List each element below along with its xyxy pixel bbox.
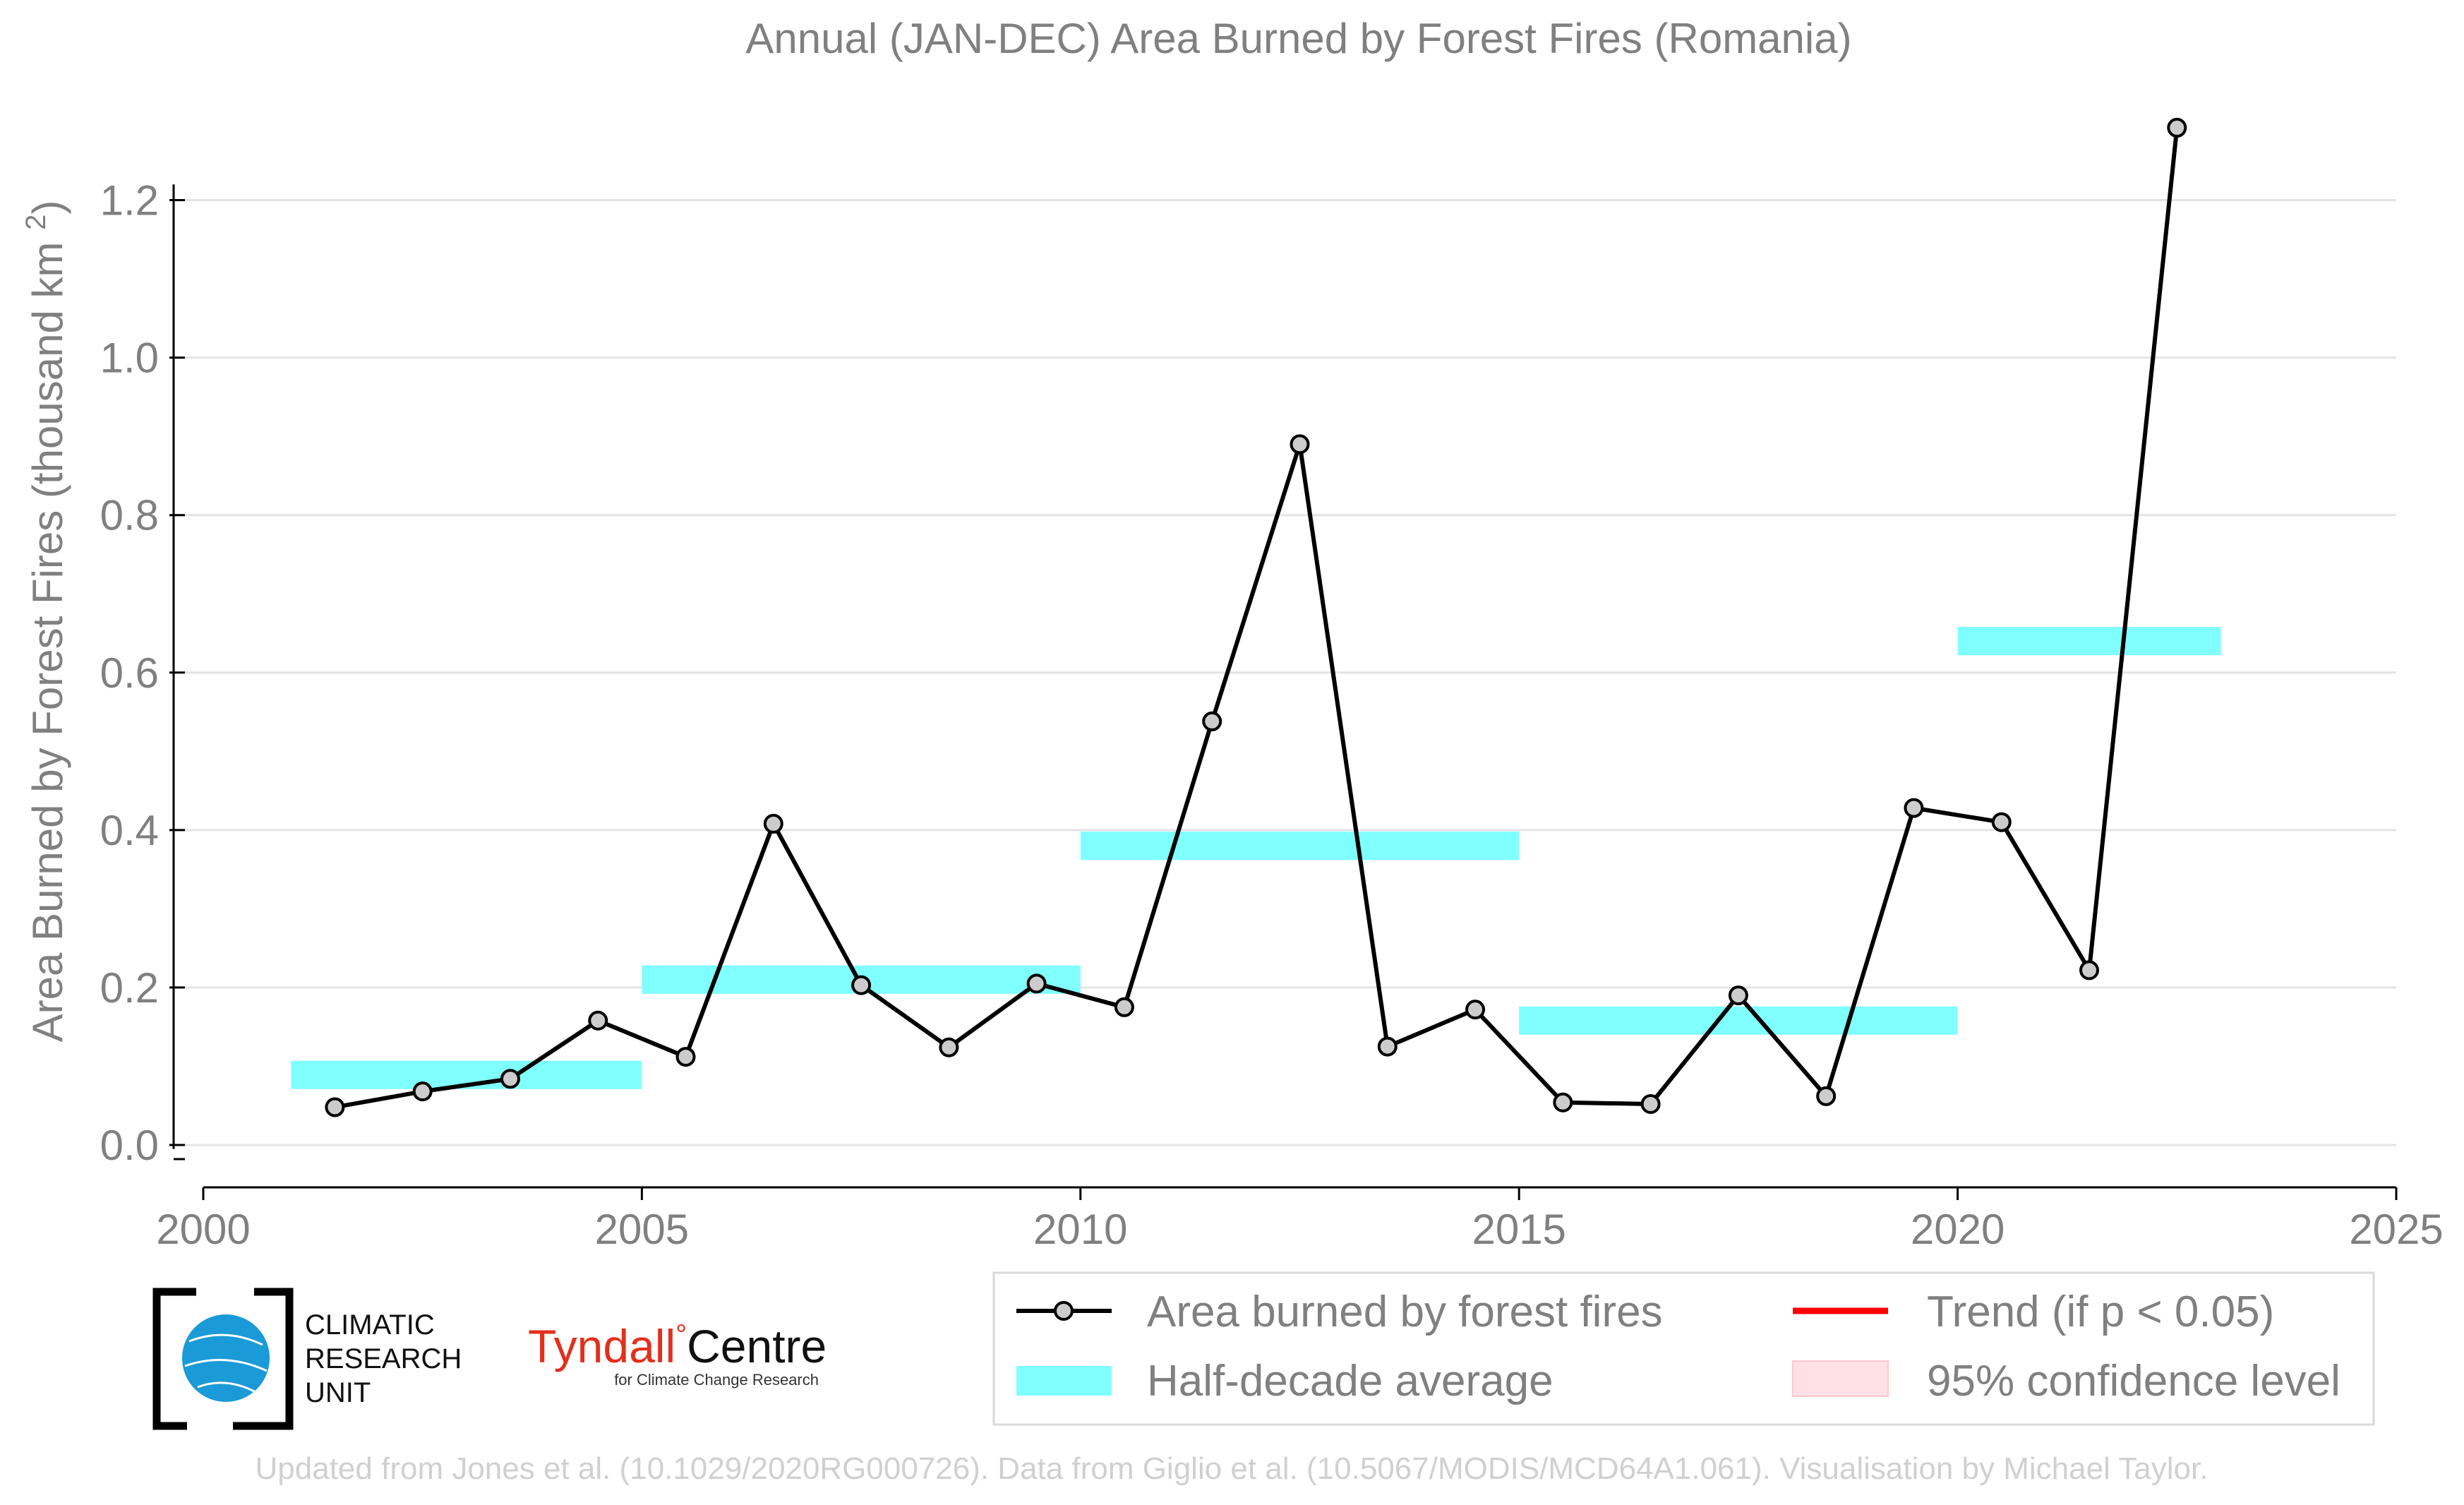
- half-decade-bar: [1957, 627, 2221, 656]
- data-point: [1991, 812, 2012, 832]
- cru-logo: CLIMATIC RESEARCH UNIT: [152, 1288, 462, 1430]
- data-point: [1114, 997, 1134, 1017]
- half-decade-average-bars: [291, 627, 2221, 1089]
- data-point: [1290, 434, 1310, 455]
- tyndall-wordmark: Tyndall°Centre: [528, 1319, 827, 1372]
- legend: Area burned by forest fires Trend (if p …: [992, 1271, 2375, 1426]
- data-point: [1465, 1000, 1486, 1020]
- y-axis-label-tail: ): [24, 200, 71, 215]
- series-line: [334, 127, 2180, 1110]
- tyndall-word: Tyndall: [528, 1320, 675, 1372]
- data-point: [851, 975, 872, 995]
- half-decade-bar: [1080, 832, 1520, 861]
- legend-label-area-burned: Area burned by forest fires: [1147, 1288, 1663, 1336]
- y-axis-ticks: 0.0 0.2 0.4 0.6 0.8 1.0 1.2: [100, 177, 185, 1169]
- tyndall-logo: Tyndall°Centre for Climate Change Resear…: [528, 1319, 827, 1389]
- legend-marker-area-burned: [1054, 1301, 1074, 1321]
- globe-icon: [182, 1314, 270, 1402]
- y-tick-label: 0.6: [100, 649, 159, 697]
- y-axis-label-text: Area Burned by Forest Fires (thousand km: [24, 242, 71, 1043]
- data-point: [500, 1069, 520, 1089]
- globe-icon-lines: [184, 1333, 268, 1393]
- data-point: [675, 1047, 696, 1067]
- x-tick-label: 2005: [595, 1206, 689, 1253]
- data-point: [1202, 711, 1222, 731]
- y-axis-label-superscript: 2: [20, 215, 52, 230]
- data-point: [1640, 1094, 1661, 1114]
- data-point: [939, 1037, 959, 1057]
- cru-logo-bracket-left: [152, 1288, 196, 1430]
- legend-swatch-confidence: [1792, 1360, 1889, 1397]
- tyndall-degree: °: [675, 1319, 687, 1350]
- cru-text-line-2: RESEARCH: [305, 1343, 462, 1374]
- data-point: [325, 1097, 345, 1117]
- axes: [172, 184, 2396, 1189]
- y-tick-label: 0.8: [100, 492, 159, 539]
- gridlines: [175, 199, 2396, 1146]
- y-tick-label: 1.2: [100, 177, 159, 224]
- legend-frame: [992, 1271, 2375, 1426]
- x-tick-label: 2015: [1472, 1206, 1565, 1253]
- data-point: [1026, 973, 1047, 994]
- tyndall-subtitle: for Climate Change Research: [614, 1371, 819, 1389]
- x-tick-label: 2010: [1033, 1206, 1127, 1253]
- x-tick-label: 2025: [2349, 1206, 2443, 1253]
- legend-label-confidence: 95% confidence level: [1927, 1357, 2340, 1405]
- data-point: [1904, 798, 1924, 818]
- cru-text-line-1: CLIMATIC: [305, 1309, 435, 1341]
- chart-title: Annual (JAN-DEC) Area Burned by Forest F…: [745, 15, 1851, 62]
- cru-logo-bracket-right: [233, 1288, 294, 1430]
- x-tick-label: 2020: [1911, 1206, 2005, 1253]
- x-axis-ticks: 2000 2005 2010 2015 2020 2025: [156, 1187, 2444, 1253]
- footer-credits: Updated from Jones et al. (10.1029/2020R…: [256, 1451, 2208, 1486]
- data-point: [1728, 985, 1748, 1006]
- cru-text-line-3: UNIT: [305, 1377, 371, 1408]
- data-point: [412, 1081, 433, 1102]
- x-tick-label: 2000: [156, 1206, 250, 1253]
- data-point: [2079, 960, 2100, 981]
- data-point: [1553, 1092, 1573, 1113]
- data-point: [588, 1010, 608, 1031]
- y-axis-label: Area Burned by Forest Fires (thousand km…: [20, 200, 71, 1043]
- y-tick-label: 0.2: [100, 964, 159, 1012]
- data-point: [763, 813, 783, 834]
- legend-label-trend: Trend (if p < 0.05): [1927, 1288, 2274, 1336]
- tyndall-centre-word: Centre: [687, 1320, 827, 1372]
- data-point: [2167, 117, 2187, 138]
- data-point: [1816, 1086, 1837, 1106]
- y-tick-label: 1.0: [100, 335, 159, 382]
- legend-swatch-half-decade: [1016, 1366, 1112, 1396]
- legend-label-half-decade: Half-decade average: [1147, 1357, 1553, 1405]
- y-tick-label: 0.0: [100, 1122, 159, 1169]
- y-tick-label: 0.4: [100, 807, 159, 854]
- half-decade-bar: [1519, 1006, 1958, 1035]
- data-series: [325, 117, 2187, 1117]
- data-point: [1377, 1036, 1398, 1057]
